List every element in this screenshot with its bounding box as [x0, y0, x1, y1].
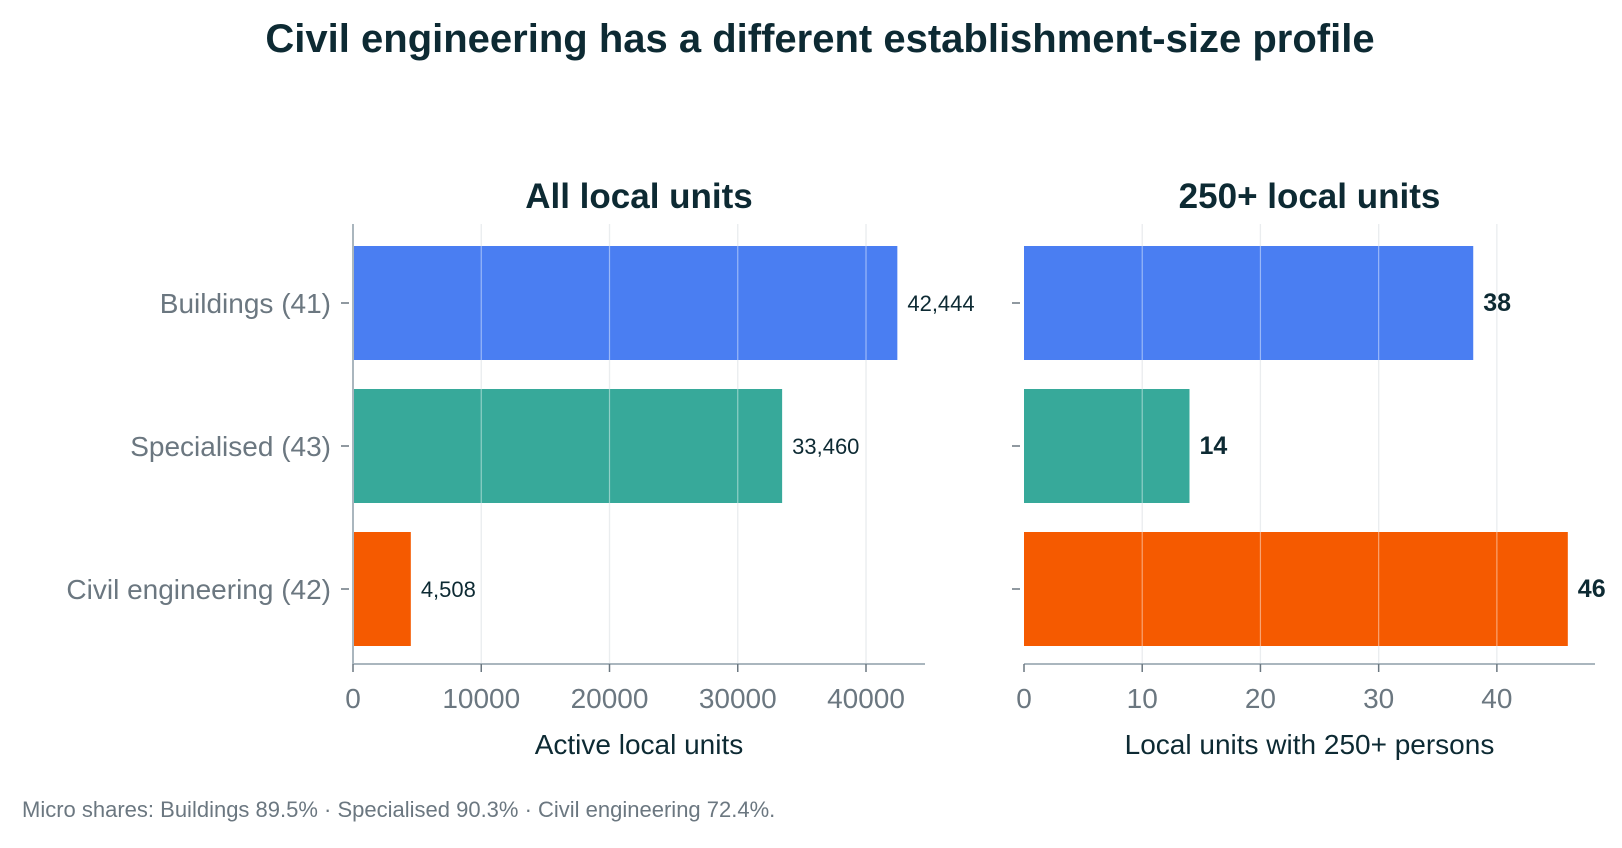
bar-civil-engineering-42 — [353, 532, 411, 646]
panel-all-local-units: All local units 42,444 33,460 4,508 Building… — [66, 177, 974, 760]
x-tick-label: 20000 — [571, 683, 649, 714]
bar-buildings-41 — [353, 246, 898, 360]
panel-title: All local units — [525, 177, 753, 216]
x-tick-label: 30000 — [699, 683, 777, 714]
value-label-specialised-43: 14 — [1200, 432, 1228, 460]
value-label-buildings-41: 42,444 — [907, 291, 974, 316]
value-label-civil-engineering-42: 4,508 — [421, 577, 476, 602]
panel-title: 250+ local units — [1179, 177, 1441, 216]
value-label-buildings-41: 38 — [1483, 289, 1511, 317]
chart-title: Civil engineering has a different establ… — [265, 17, 1374, 61]
bar-buildings-41 — [1024, 246, 1474, 360]
x-tick-label: 10000 — [442, 683, 520, 714]
x-tick-label: 30 — [1363, 683, 1394, 714]
category-label-specialised-43: Specialised (43) — [130, 431, 331, 462]
x-tick-label: 10 — [1127, 683, 1158, 714]
footnote: Micro shares: Buildings 89.5% · Speciali… — [22, 797, 775, 822]
value-label-civil-engineering-42: 46 — [1578, 575, 1606, 603]
x-tick-label: 0 — [345, 683, 361, 714]
bar-specialised-43 — [353, 389, 783, 503]
x-axis-label: Local units with 250+ persons — [1125, 729, 1495, 760]
x-axis-label: Active local units — [535, 729, 744, 760]
category-label-civil-engineering-42: Civil engineering (42) — [66, 574, 331, 605]
panel-250-plus-local-units: 250+ local units 38 14 46 0 10 20 30 40 Local uni… — [1012, 177, 1606, 760]
x-tick-label: 0 — [1016, 683, 1032, 714]
bar-specialised-43 — [1024, 389, 1190, 503]
category-label-buildings-41: Buildings (41) — [160, 288, 331, 319]
value-label-specialised-43: 33,460 — [792, 434, 859, 459]
bar-civil-engineering-42 — [1024, 532, 1568, 646]
x-tick-label: 40000 — [827, 683, 905, 714]
x-tick-label: 20 — [1245, 683, 1276, 714]
x-tick-label: 40 — [1481, 683, 1512, 714]
